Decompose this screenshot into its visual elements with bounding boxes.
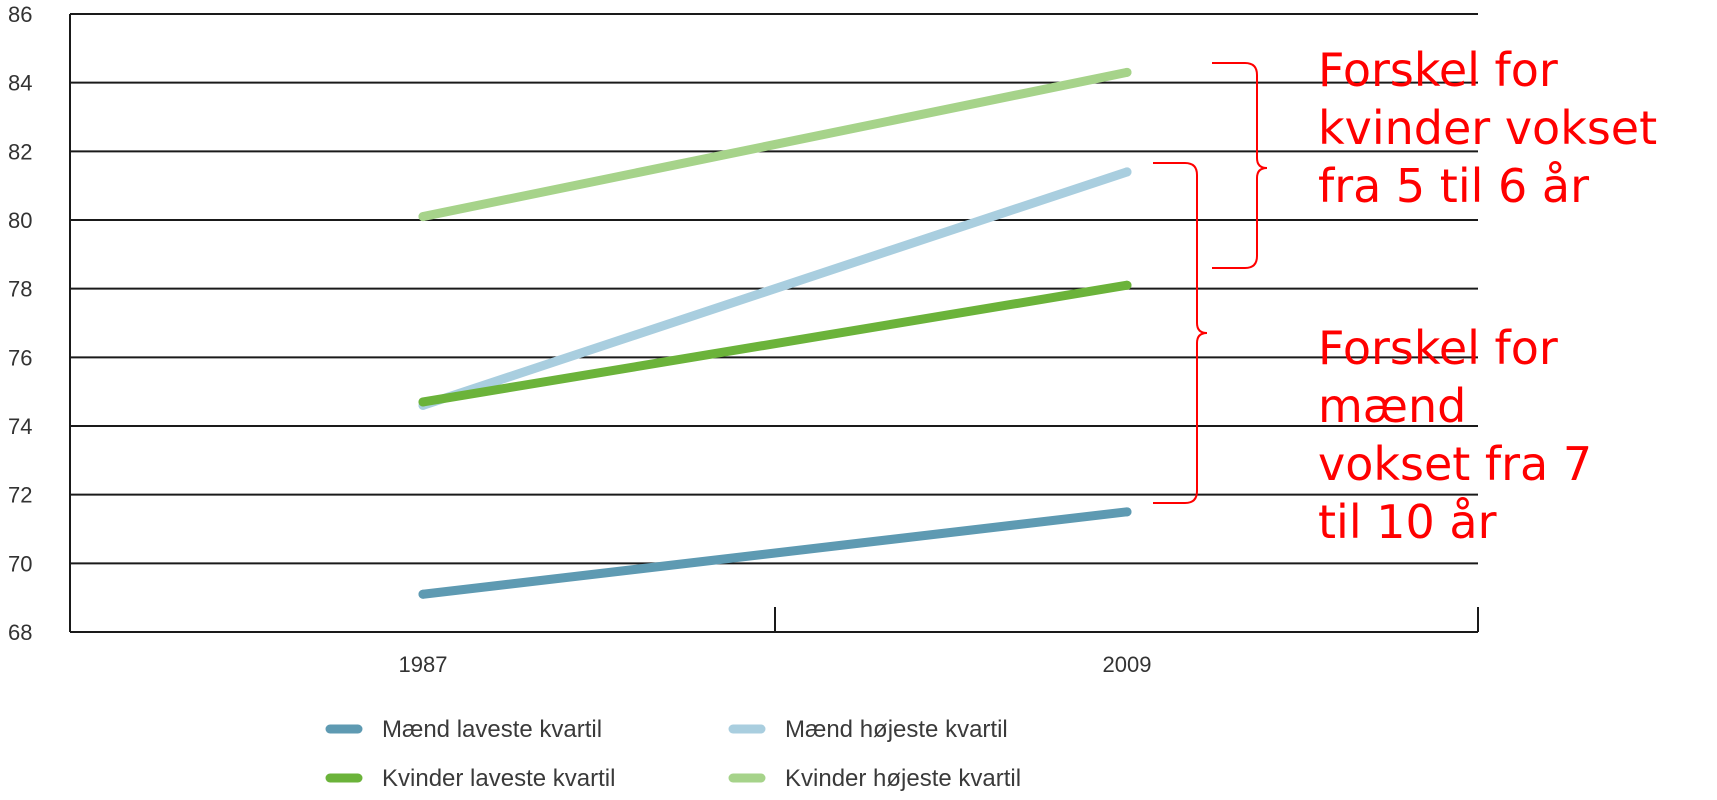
annotation-line: vokset fra 7 (1318, 437, 1592, 491)
series-line-maend-hojeste (418, 167, 1132, 410)
series-lines (418, 67, 1132, 599)
y-tick-label: 74 (8, 414, 32, 439)
data-point-kvinder-laveste (1122, 280, 1132, 290)
legend-label: Kvinder laveste kvartil (382, 765, 615, 792)
y-tick-label: 84 (8, 71, 32, 96)
annotation-line: kvinder vokset (1318, 101, 1657, 155)
y-tick-label: 86 (8, 2, 32, 27)
series-line-maend-laveste (418, 507, 1132, 599)
annotation-line: mænd (1318, 379, 1466, 433)
data-point-kvinder-hojeste (418, 212, 428, 222)
legend-item-maend-laveste: Mænd laveste kvartil (325, 716, 602, 743)
data-point-maend-hojeste (1122, 167, 1132, 177)
data-point-kvinder-laveste (418, 397, 428, 407)
legend-label: Kvinder højeste kvartil (785, 765, 1021, 792)
annotation-line: til 10 år (1318, 495, 1497, 549)
annotation-bracket-maend (1153, 162, 1208, 504)
annotation-bracket-kvinder (1212, 62, 1268, 269)
legend-item-maend-hojeste: Mænd højeste kvartil (728, 716, 1008, 743)
legend-item-kvinder-hojeste: Kvinder højeste kvartil (728, 765, 1021, 792)
x-tick-label: 2009 (1103, 652, 1152, 677)
series-line-kvinder-laveste (418, 280, 1132, 407)
series-line-kvinder-hojeste (418, 67, 1132, 222)
data-point-kvinder-hojeste (1122, 67, 1132, 77)
annotation-line: Forskel for (1318, 43, 1558, 97)
legend: Mænd laveste kvartil Mænd højeste kvartil… (325, 716, 1021, 792)
data-point-maend-laveste (418, 589, 428, 599)
annotation-line: fra 5 til 6 år (1318, 159, 1589, 213)
y-tick-label: 76 (8, 345, 32, 370)
y-tick-label: 80 (8, 208, 32, 233)
tick-labels: 68 70 72 74 76 78 80 82 84 86 1987 2009 (8, 2, 1151, 677)
legend-label: Mænd højeste kvartil (785, 716, 1008, 743)
y-tick-label: 68 (8, 620, 32, 645)
y-tick-label: 82 (8, 139, 32, 164)
axes (69, 14, 1479, 633)
data-point-maend-laveste (1122, 507, 1132, 517)
y-tick-label: 70 (8, 551, 32, 576)
y-tick-label: 72 (8, 483, 32, 508)
legend-label: Mænd laveste kvartil (382, 716, 602, 743)
x-tick-label: 1987 (399, 652, 448, 677)
annotation-line: Forskel for (1318, 321, 1558, 375)
y-tick-label: 78 (8, 277, 32, 302)
legend-item-kvinder-laveste: Kvinder laveste kvartil (325, 765, 615, 792)
